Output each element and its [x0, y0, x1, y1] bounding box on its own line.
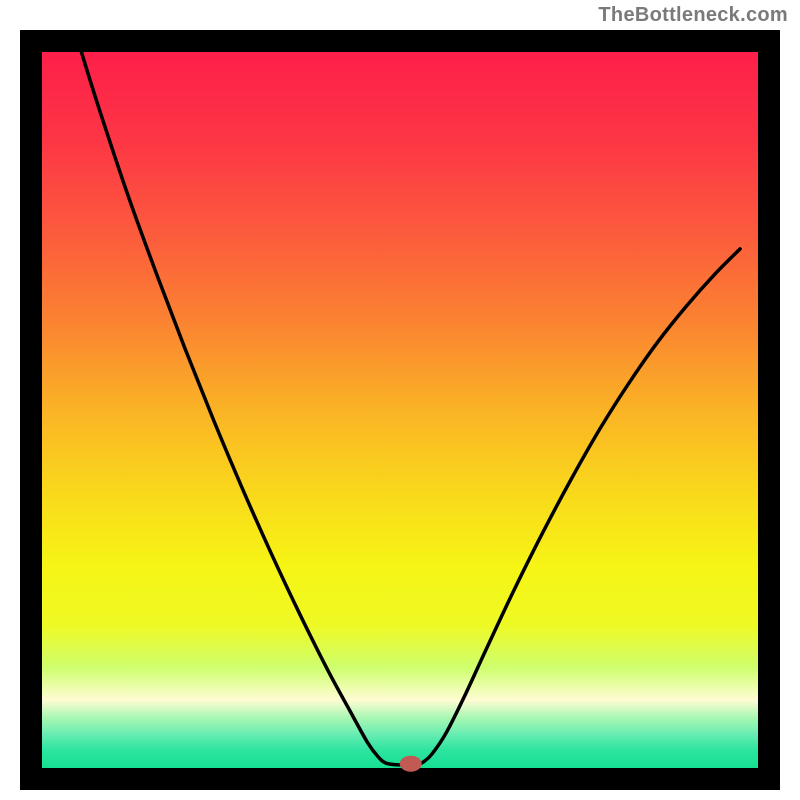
bottleneck-chart — [0, 0, 800, 800]
plot-background — [42, 52, 758, 768]
figure-root: { "canvas": { "width": 800, "height": 80… — [0, 0, 800, 800]
watermark-text: TheBottleneck.com — [598, 4, 788, 27]
optimal-marker — [400, 756, 422, 772]
